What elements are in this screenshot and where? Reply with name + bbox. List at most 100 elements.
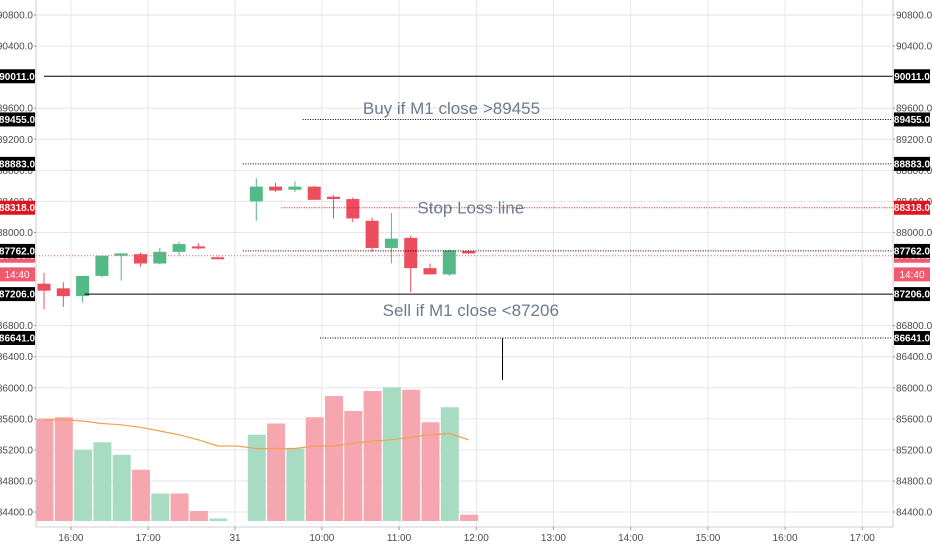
volume-bar bbox=[112, 454, 131, 521]
volume-bar bbox=[440, 407, 459, 521]
time-tick-label: 13:00 bbox=[541, 533, 566, 544]
price-level-badge bbox=[0, 200, 35, 215]
time-tick-label: 16:00 bbox=[58, 533, 83, 544]
volume-bar bbox=[344, 411, 363, 521]
left-tick-label: 84800.0 bbox=[0, 476, 33, 487]
left-tick-label: 90800.0 bbox=[0, 11, 33, 22]
price-level-label: 87206.0 bbox=[894, 290, 931, 301]
volume-bar bbox=[170, 493, 189, 521]
price-level-badge bbox=[894, 112, 930, 127]
price-level-badge bbox=[894, 200, 930, 215]
left-tick-label: 85200.0 bbox=[0, 445, 33, 456]
candle-body bbox=[404, 237, 418, 269]
right-tick-label: 85600.0 bbox=[896, 414, 932, 425]
price-marker-label: 14:40 bbox=[899, 270, 924, 281]
price-level-label: 87762.0 bbox=[894, 246, 931, 257]
chart-annotation[interactable]: Sell if M1 close <87206 bbox=[383, 301, 559, 320]
chart-annotation[interactable]: Buy if M1 close >89455 bbox=[363, 99, 540, 118]
volume-bar bbox=[151, 493, 170, 521]
price-level-label: 87206.0 bbox=[0, 290, 36, 301]
candle-body bbox=[462, 251, 476, 254]
price-candles bbox=[37, 178, 476, 310]
left-tick-label: 89200.0 bbox=[0, 135, 33, 146]
right-tick-label: 85200.0 bbox=[896, 445, 932, 456]
left-tick-label: 89600.0 bbox=[0, 104, 33, 115]
price-level-badge bbox=[894, 243, 930, 258]
price-level-badge bbox=[0, 287, 35, 302]
candle-body bbox=[211, 257, 225, 260]
price-axes[interactable]: 90800.0 90800.0 90400.0 90400.0 89600.0 89600… bbox=[0, 0, 932, 527]
right-tick-label: 84400.0 bbox=[896, 508, 932, 519]
right-tick-label: 86400.0 bbox=[896, 352, 932, 363]
left-tick-label: 88000.0 bbox=[0, 228, 33, 239]
volume-bar bbox=[460, 514, 479, 521]
volume-bar bbox=[132, 469, 150, 521]
candle-body bbox=[191, 246, 205, 249]
right-tick-label: 88800.0 bbox=[896, 166, 932, 177]
candle-body bbox=[269, 186, 283, 191]
price-level-badge bbox=[0, 330, 35, 345]
time-tick-label: 15:00 bbox=[695, 533, 720, 544]
right-tick-label: 89600.0 bbox=[896, 104, 932, 115]
candle-body bbox=[76, 275, 90, 297]
left-tick-label: 86000.0 bbox=[0, 383, 33, 394]
volume-bar bbox=[382, 387, 401, 521]
volume-bar bbox=[325, 396, 343, 521]
price-level-badge bbox=[894, 69, 930, 84]
price-marker-badge bbox=[894, 267, 930, 282]
right-tick-label: 89200.0 bbox=[896, 135, 932, 146]
candle-body bbox=[114, 253, 128, 256]
time-tick-label: 10:00 bbox=[309, 533, 334, 544]
candle-body bbox=[384, 238, 398, 248]
volume-bar bbox=[209, 518, 228, 521]
price-level-label: 89455.0 bbox=[0, 115, 36, 126]
candle-body bbox=[346, 199, 360, 219]
chart-annotation[interactable]: Stop Loss line bbox=[417, 199, 524, 218]
time-tick-label: 17:00 bbox=[136, 533, 161, 544]
right-tick-label: 86800.0 bbox=[896, 321, 932, 332]
price-level-badge bbox=[0, 112, 35, 127]
price-level-badge bbox=[0, 243, 35, 258]
candle-body bbox=[153, 251, 167, 264]
volume-bar bbox=[421, 422, 440, 521]
price-level-label: 86641.0 bbox=[894, 333, 931, 344]
price-level-label: 88883.0 bbox=[894, 159, 931, 170]
candle-body bbox=[172, 244, 186, 252]
time-axis[interactable]: 16:00 17:00 31 10:00 11:00 12:00 13:00 14:00 15:… bbox=[36, 526, 893, 544]
volume-bar bbox=[247, 434, 266, 521]
price-marker-label: 14:40 bbox=[4, 270, 29, 281]
right-tick-label: 90800.0 bbox=[896, 11, 932, 22]
volume-bar bbox=[54, 417, 73, 521]
time-tick-label: 11:00 bbox=[387, 533, 412, 544]
candle-body bbox=[307, 186, 321, 200]
volume-ma-line bbox=[44, 419, 469, 450]
horizontal-lines bbox=[36, 75, 893, 339]
candle-body bbox=[56, 288, 70, 297]
price-level-badge bbox=[894, 156, 930, 171]
candle-body bbox=[249, 186, 263, 202]
candle-body bbox=[442, 250, 456, 275]
right-tick-label: 90400.0 bbox=[896, 42, 932, 53]
price-level-label: 86641.0 bbox=[0, 333, 36, 344]
right-tick-label: 88000.0 bbox=[896, 228, 932, 239]
right-tick-label: 84800.0 bbox=[896, 476, 932, 487]
time-tick-label: 17:00 bbox=[850, 533, 875, 544]
candle-body bbox=[365, 220, 379, 248]
time-tick-label: 14:00 bbox=[618, 533, 643, 544]
left-tick-label: 88800.0 bbox=[0, 166, 33, 177]
left-tick-label: 85600.0 bbox=[0, 414, 33, 425]
annotations: Buy if M1 close >89455 Stop Loss line Sell… bbox=[363, 99, 559, 380]
left-tick-label: 86400.0 bbox=[0, 352, 33, 363]
volume-bar bbox=[93, 442, 112, 521]
price-level-badge bbox=[894, 330, 930, 345]
price-level-label: 90011.0 bbox=[0, 72, 35, 83]
left-tick-label: 84400.0 bbox=[0, 508, 33, 519]
price-level-badge bbox=[0, 69, 35, 84]
volume-bar bbox=[267, 423, 286, 521]
price-level-badge bbox=[894, 287, 930, 302]
candle-body bbox=[134, 254, 147, 264]
candle-body bbox=[423, 268, 437, 275]
volume-bar bbox=[189, 511, 208, 521]
